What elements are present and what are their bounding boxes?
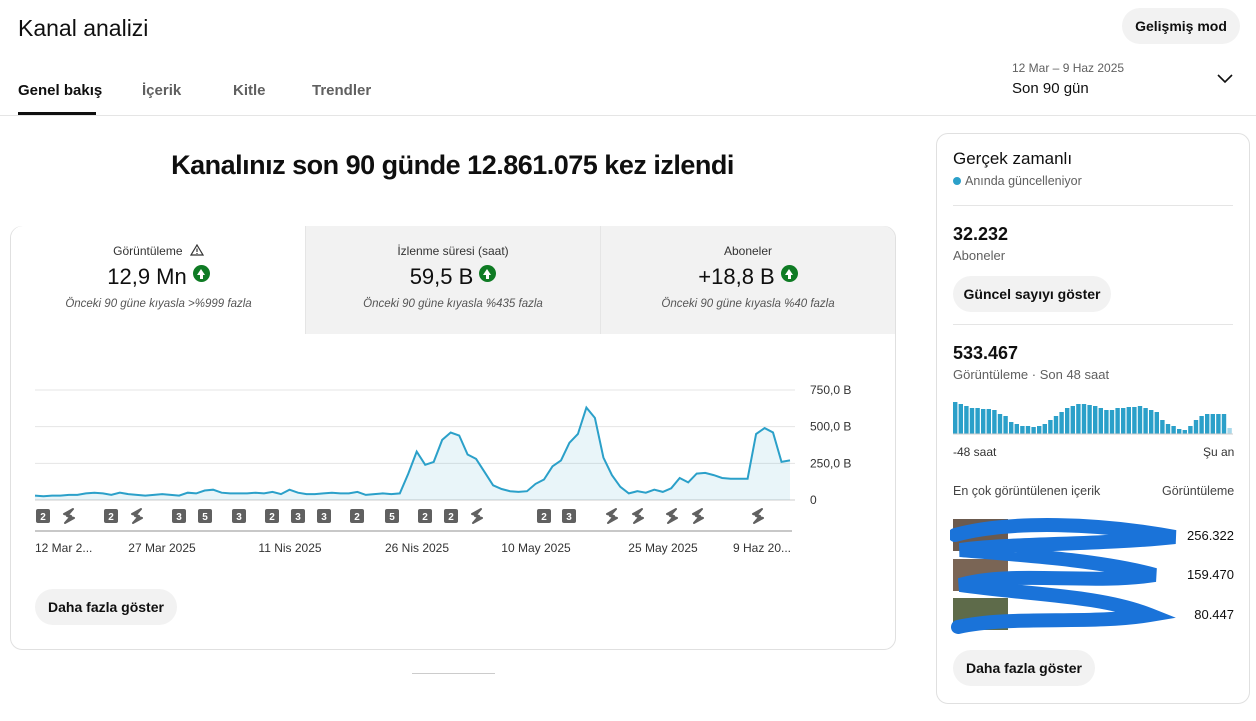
metric-tab[interactable]: İzlenme süresi (saat) 59,5 B Önceki 90 gün… — [305, 226, 600, 334]
metric-name: Görüntüleme — [113, 244, 183, 258]
metric-value: 12,9 Mn — [107, 264, 187, 289]
subscriber-count: 32.232 — [953, 224, 1009, 244]
show-more-button[interactable]: Daha fazla göster — [953, 650, 1095, 686]
realtime-card — [936, 133, 1250, 704]
realtime-title: Gerçek zamanlı — [953, 149, 1073, 168]
divider — [0, 115, 1256, 116]
tab[interactable]: Kitle — [233, 82, 266, 99]
top-content-views: 159.470 — [1187, 567, 1234, 582]
metric-value: 59,5 B — [409, 264, 474, 289]
realtime-subtitle: Anında güncelleniyor — [953, 174, 1082, 188]
tab[interactable]: İçerik — [142, 82, 182, 99]
date-range: 12 Mar – 9 Haz 2025 — [1012, 61, 1125, 75]
dropdown-icon[interactable] — [1216, 72, 1234, 86]
realtime-subtitle-text: Anında güncelleniyor — [965, 174, 1082, 188]
metric-tab[interactable]: Görüntüleme 12,9 Mn Önceki 90 güne kıyasl… — [11, 226, 306, 334]
tab[interactable]: Trendler — [312, 82, 372, 99]
metric-value: +18,8 B — [698, 264, 775, 289]
views-count: 533.467 — [953, 343, 1019, 363]
subscriber-label: Aboneler — [953, 248, 1006, 263]
tab-indicator — [18, 112, 96, 115]
top-content-views: 256.322 — [1187, 528, 1234, 543]
scroll-indicator — [412, 673, 495, 674]
sparkline-start: -48 saat — [953, 445, 997, 459]
warning-icon — [189, 243, 204, 256]
metric-comparison: Önceki 90 güne kıyasla %435 fazla — [363, 298, 543, 310]
top-content-column: Görüntüleme — [1162, 484, 1235, 498]
sparkline-end: Şu an — [1203, 445, 1235, 459]
advanced-mode-button[interactable]: Gelişmiş mod — [1122, 8, 1240, 44]
page-title: Kanal analizi — [18, 15, 149, 41]
headline: Kanalınız son 90 günde 12.861.075 kez iz… — [171, 150, 734, 180]
divider — [953, 324, 1233, 325]
tab[interactable]: Genel bakış — [18, 82, 103, 99]
views-label: Görüntüleme · Son 48 saat — [953, 367, 1110, 382]
top-content-views: 80.447 — [1194, 607, 1234, 622]
show-more-button[interactable]: Daha fazla göster — [35, 589, 177, 625]
metric-name: İzlenme süresi (saat) — [397, 244, 509, 258]
metric-comparison: Önceki 90 güne kıyasla %40 fazla — [661, 298, 835, 310]
divider — [953, 205, 1233, 206]
redaction-scribble — [950, 518, 1177, 634]
metric-comparison: Önceki 90 güne kıyasla >%999 fazla — [65, 298, 252, 310]
date-label[interactable]: Son 90 gün — [1012, 80, 1089, 97]
metric-name: Aboneler — [723, 244, 773, 258]
metric-tab[interactable]: Aboneler +18,8 B Önceki 90 güne kıyasla %4… — [600, 226, 895, 334]
current-count-button[interactable]: Güncel sayıyı göster — [953, 276, 1111, 312]
top-content-title: En çok görüntülenen içerik — [953, 484, 1101, 498]
